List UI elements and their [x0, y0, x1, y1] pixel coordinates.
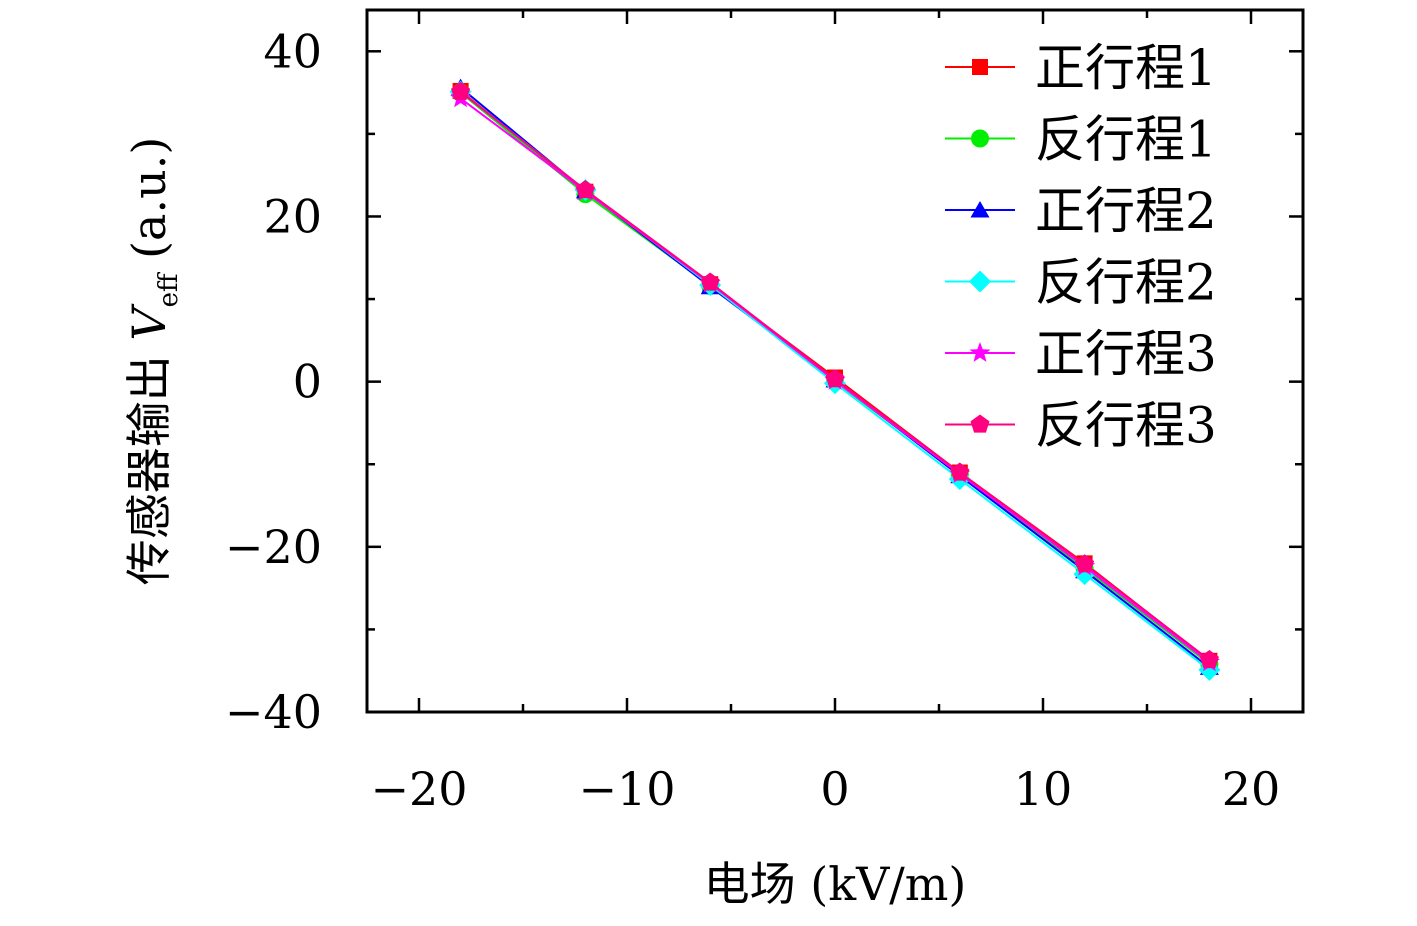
y-axis-title-prefix: 传感器输出 [122, 341, 176, 586]
legend-item-1: 正行程1 [945, 39, 1217, 97]
legend-marker [970, 414, 990, 433]
legend-label: 正行程1 [1035, 39, 1217, 97]
legend-item-3: 正行程2 [945, 182, 1217, 240]
legend-marker [971, 129, 989, 148]
y-tick-label: 0 [293, 355, 322, 409]
y-tick-label: 20 [263, 189, 322, 243]
data-point-6-7 [1199, 650, 1219, 669]
data-point-6-2 [575, 180, 595, 199]
legend-marker [969, 342, 991, 362]
x-tick-label: −20 [370, 762, 467, 816]
series-6 [451, 81, 1219, 669]
plot-layer [449, 78, 1221, 681]
legend-item-4: 反行程2 [945, 254, 1217, 312]
data-point-6-5 [950, 462, 970, 481]
legend-item-6: 反行程3 [945, 397, 1217, 455]
data-point-6-3 [700, 272, 720, 291]
y-axis-title-subscript: eff [154, 271, 184, 307]
legend-label: 反行程1 [1035, 111, 1217, 169]
legend: 正行程1 反行程1 正行程2 反行程2 正行程3 反行程3 [945, 39, 1217, 455]
legend-label: 正行程3 [1035, 325, 1217, 383]
y-tick-label: −20 [225, 520, 322, 574]
y-tick-label: 40 [263, 24, 322, 78]
x-tick-label: 10 [1014, 762, 1073, 816]
legend-marker [972, 59, 988, 75]
legend-item-5: 正行程3 [945, 325, 1217, 383]
legend-marker [969, 270, 991, 293]
x-tick-label: −10 [578, 762, 675, 816]
y-tick-label: −40 [225, 685, 322, 739]
legend-label: 反行程2 [1035, 254, 1217, 312]
y-axis-title-variable: V [122, 303, 176, 341]
x-axis-title: 电场 (kV/m) [704, 857, 967, 911]
y-axis-title: 传感器输出 Veff (a.u.) [122, 137, 184, 586]
legend-marker [970, 201, 990, 218]
legend-item-2: 反行程1 [945, 111, 1217, 169]
data-point-6-1 [451, 81, 471, 100]
legend-label: 反行程3 [1035, 397, 1217, 455]
legend-label: 正行程2 [1035, 182, 1217, 240]
data-point-6-4 [825, 369, 845, 388]
data-point-6-6 [1075, 554, 1095, 573]
ticks-layer: −20 −10 0 10 20 −40 −20 0 20 40 [225, 10, 1303, 816]
x-tick-label: 20 [1222, 762, 1281, 816]
x-tick-label: 0 [820, 762, 849, 816]
y-axis-title-suffix: (a.u.) [122, 137, 176, 274]
